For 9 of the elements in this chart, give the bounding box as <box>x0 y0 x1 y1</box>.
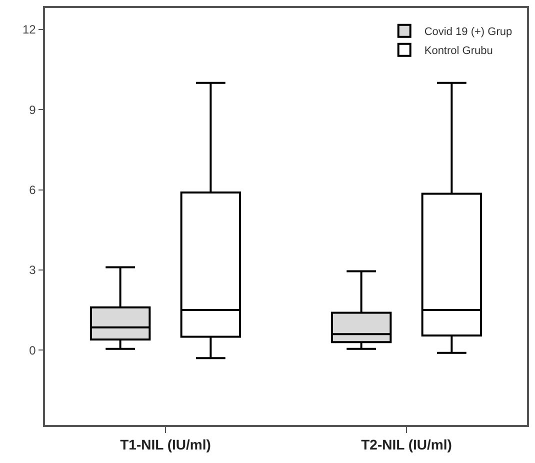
x-tick-label: T1-NIL (IU/ml) <box>120 436 211 453</box>
x-tick-label: T2-NIL (IU/ml) <box>361 436 452 453</box>
y-tick-label: 12 <box>22 22 36 37</box>
y-tick-label: 3 <box>29 263 36 278</box>
legend-label: Covid 19 (+) Grup <box>424 26 512 38</box>
y-tick-label: 6 <box>29 182 36 197</box>
y-tick-label: 0 <box>29 343 36 358</box>
legend-label: Kontrol Grubu <box>424 45 493 58</box>
y-tick-label: 9 <box>29 102 36 117</box>
